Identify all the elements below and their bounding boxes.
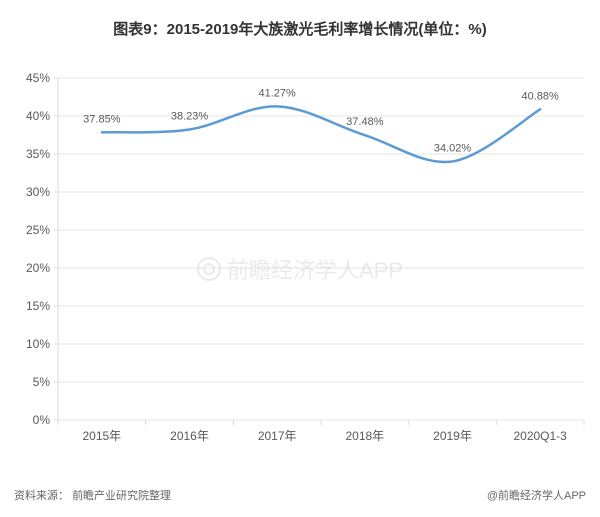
svg-text:2020Q1-3: 2020Q1-3 — [513, 429, 567, 443]
source-label: 资料来源： — [14, 490, 69, 502]
svg-text:40%: 40% — [26, 109, 50, 123]
svg-text:40.88%: 40.88% — [522, 90, 560, 102]
svg-text:20%: 20% — [26, 261, 50, 275]
svg-text:38.23%: 38.23% — [171, 110, 209, 122]
footer-source: 资料来源： 前瞻产业研究院整理 — [14, 487, 171, 503]
svg-text:45%: 45% — [26, 71, 50, 85]
svg-text:10%: 10% — [26, 337, 50, 351]
svg-text:0%: 0% — [33, 413, 51, 427]
svg-text:37.48%: 37.48% — [346, 116, 384, 128]
svg-text:35%: 35% — [26, 147, 50, 161]
svg-text:41.27%: 41.27% — [259, 87, 297, 99]
svg-text:34.02%: 34.02% — [434, 142, 472, 154]
svg-text:2016年: 2016年 — [170, 429, 209, 443]
svg-text:15%: 15% — [26, 299, 50, 313]
svg-text:5%: 5% — [33, 375, 51, 389]
svg-text:37.85%: 37.85% — [83, 113, 121, 125]
svg-text:30%: 30% — [26, 185, 50, 199]
source-value: 前瞻产业研究院整理 — [72, 490, 171, 502]
svg-text:2018年: 2018年 — [345, 429, 384, 443]
chart-container: 0% 5% 10% 15% 20% 25% 30% 35% 40% 45% 2015年 2016年 20… — [0, 60, 600, 460]
svg-text:2017年: 2017年 — [258, 429, 297, 443]
svg-text:2015年: 2015年 — [82, 429, 121, 443]
footer-attribution: @前瞻经济学人APP — [487, 487, 586, 503]
svg-text:25%: 25% — [26, 223, 50, 237]
chart-title: 图表9：2015-2019年大族激光毛利率增长情况(单位：%) — [0, 0, 600, 39]
line-chart: 0% 5% 10% 15% 20% 25% 30% 35% 40% 45% 2015年 2016年 20… — [0, 60, 600, 460]
svg-text:2019年: 2019年 — [433, 429, 472, 443]
